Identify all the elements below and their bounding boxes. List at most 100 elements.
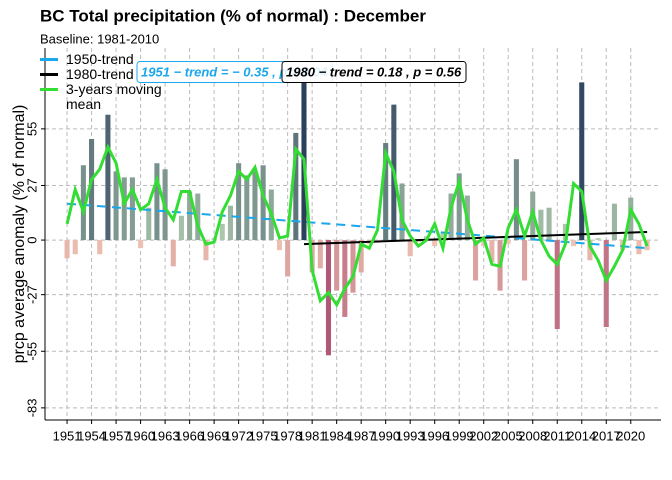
- y-tick-label: -55: [24, 342, 39, 361]
- bar: [579, 82, 585, 241]
- legend-item: 3-years moving mean: [40, 82, 190, 112]
- bar: [219, 223, 225, 241]
- bar: [121, 177, 127, 241]
- bar: [505, 240, 511, 245]
- x-tick-label: 1987: [347, 428, 376, 443]
- x-tick-label: 1960: [126, 428, 155, 443]
- bar: [80, 165, 86, 241]
- bar: [628, 197, 634, 241]
- bar: [407, 240, 413, 257]
- bar: [105, 114, 111, 241]
- bar: [113, 171, 119, 241]
- bar: [227, 205, 233, 241]
- bar: [252, 171, 258, 241]
- legend-key: [40, 73, 58, 76]
- x-tick-label: 2005: [494, 428, 523, 443]
- moving-mean-line: [65, 143, 649, 308]
- annotation-box: [281, 60, 467, 83]
- trend-line: [67, 202, 648, 250]
- bar: [72, 240, 78, 255]
- x-tick-label: 1984: [322, 428, 351, 443]
- bar: [97, 240, 103, 255]
- x-tick-label: 1951: [53, 428, 82, 443]
- legend-label: 1980-trend: [66, 66, 134, 82]
- x-tick-label: 1993: [396, 428, 425, 443]
- bar: [358, 240, 364, 273]
- annotation-text: 1980 − trend = 0.18 , p = 0.56: [286, 64, 462, 79]
- x-tick-label: 1972: [224, 428, 253, 443]
- bar: [178, 215, 184, 241]
- legend-key: [40, 88, 58, 91]
- x-tick-label: 1954: [77, 428, 106, 443]
- legend-key: [40, 58, 58, 61]
- x-tick-label: 1966: [175, 428, 204, 443]
- bar: [154, 163, 160, 241]
- bar: [473, 240, 479, 281]
- bar: [89, 138, 95, 241]
- y-tick-label: 27: [24, 178, 39, 192]
- bar: [595, 238, 601, 241]
- bar: [587, 240, 593, 261]
- bar: [513, 159, 519, 241]
- bar: [195, 193, 201, 241]
- x-tick-label: 1999: [445, 428, 474, 443]
- bar: [285, 240, 291, 277]
- bar: [260, 165, 266, 241]
- bar: [325, 240, 332, 356]
- chart-title: BC Total precipitation (% of normal) : D…: [40, 6, 426, 25]
- bar: [546, 207, 552, 241]
- x-tick-label: 2002: [469, 428, 498, 443]
- y-tick-label: 0: [24, 236, 39, 243]
- bar: [244, 175, 250, 241]
- chart-subtitle: Baseline: 1981-2010: [40, 31, 159, 46]
- bar: [415, 240, 421, 243]
- x-tick-label: 1975: [249, 428, 278, 443]
- bar: [203, 240, 209, 261]
- bar: [383, 143, 389, 241]
- bar: [562, 223, 568, 241]
- legend: 1950-trend 1980-trend 3-years moving mean: [40, 52, 190, 112]
- bar: [571, 240, 577, 247]
- legend-label: 3-years moving mean: [66, 81, 162, 112]
- bar: [554, 240, 560, 330]
- bar: [187, 191, 193, 241]
- bar: [138, 240, 144, 249]
- bar: [334, 240, 340, 291]
- x-tick-label: 1996: [420, 428, 449, 443]
- bar: [276, 240, 283, 251]
- bar: [350, 240, 356, 293]
- x-tick-label: 2014: [567, 428, 596, 443]
- x-tick-label: 2011: [543, 428, 571, 443]
- x-tick-label: 1963: [151, 428, 180, 443]
- x-tick-label: 2020: [616, 428, 645, 443]
- annotation: 1980 − trend = 0.18 , p = 0.56: [281, 60, 467, 83]
- annotation-text: 1951 − trend = − 0.35 , p = 0.04: [141, 64, 328, 79]
- bar: [448, 193, 454, 241]
- x-tick-label: 1990: [371, 428, 400, 443]
- bar: [146, 207, 152, 241]
- bar: [64, 240, 70, 259]
- bar: [342, 240, 348, 317]
- y-axis-label: prcp average anomaly (% of normal): [11, 105, 28, 364]
- y-tick-label: -83: [24, 398, 39, 417]
- bar: [317, 240, 323, 269]
- x-tick-label: 1981: [298, 428, 327, 443]
- legend-label: 1950-trend: [66, 51, 134, 67]
- bar: [170, 240, 176, 267]
- trend-line: [303, 231, 648, 246]
- bar: [293, 132, 299, 241]
- x-tick-label: 2008: [518, 428, 547, 443]
- x-tick-label: 2017: [592, 428, 621, 443]
- y-tick-label: -27: [24, 285, 39, 304]
- y-tick-label: 55: [24, 122, 39, 136]
- bar: [456, 173, 462, 241]
- bar: [522, 240, 528, 281]
- x-tick-label: 1978: [273, 428, 302, 443]
- x-tick-label: 1969: [200, 428, 229, 443]
- bar: [538, 209, 544, 241]
- legend-item: 1950-trend: [40, 52, 190, 67]
- bar: [236, 163, 242, 241]
- bar: [440, 231, 446, 241]
